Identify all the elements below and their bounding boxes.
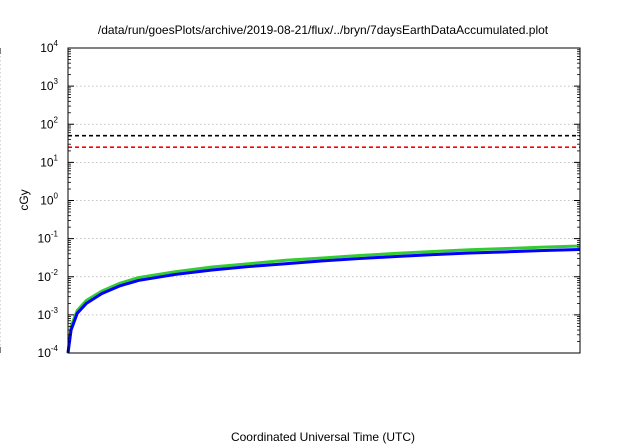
y-tick-base: 10	[38, 232, 52, 246]
y-tick-exponent: -1	[51, 230, 59, 239]
y-tick-label: 103	[40, 77, 58, 93]
y-tick-label: 101	[40, 153, 58, 169]
y-tick-label: 100	[40, 192, 58, 208]
y-tick-base: 10	[38, 346, 52, 360]
series-line	[66, 244, 581, 354]
y-tick-base: 10	[40, 79, 54, 93]
y-tick-exponent: 4	[54, 39, 59, 48]
chart-title: /data/run/goesPlots/archive/2019-08-21/f…	[98, 23, 549, 37]
y-tick-base: 10	[38, 270, 52, 284]
y-axis-label: cGy	[17, 189, 31, 210]
y-tick-exponent: 0	[54, 192, 59, 201]
y-tick-label: 10-1	[38, 230, 59, 246]
x-axis-label: Coordinated Universal Time (UTC)	[231, 430, 415, 444]
y-tick-label: 102	[40, 115, 58, 131]
y-tick-label: 10-2	[38, 268, 59, 284]
series-line	[66, 247, 581, 354]
y-tick-exponent: 2	[54, 115, 59, 124]
y-tick-exponent: -4	[51, 344, 59, 353]
y-tick-exponent: 1	[54, 153, 59, 162]
y-tick-base: 10	[40, 41, 54, 55]
reference-lines	[68, 134, 580, 149]
y-tick-base: 10	[40, 117, 54, 131]
y-tick-exponent: -2	[51, 268, 59, 277]
y-tick-base: 10	[40, 194, 54, 208]
y-tick-label: 104	[40, 39, 58, 55]
y-tick-exponent: -3	[51, 306, 59, 315]
y-tick-base: 10	[38, 308, 52, 322]
y-tick-base: 10	[40, 155, 54, 169]
y-tick-label: 10-3	[38, 306, 59, 322]
grid	[0, 48, 580, 353]
series-lines	[66, 244, 581, 354]
y-tick-exponent: 3	[54, 77, 59, 86]
y-tick-label: 10-4	[38, 344, 59, 360]
